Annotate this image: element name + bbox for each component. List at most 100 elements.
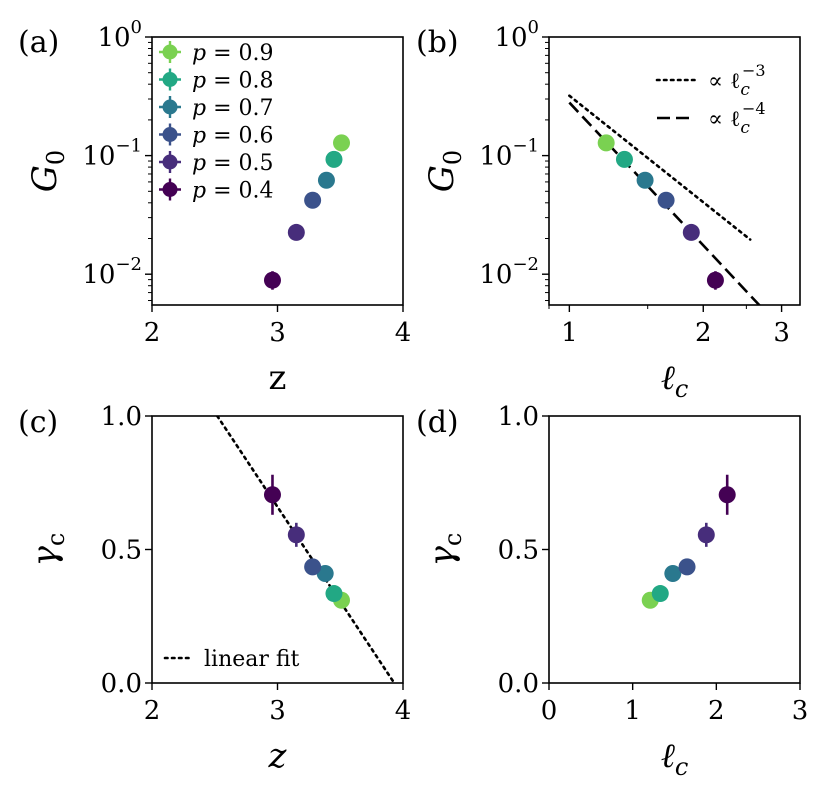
legend-label-sup: −4 bbox=[742, 99, 766, 118]
legend-eq: = bbox=[206, 124, 238, 149]
x-tick-label: 4 bbox=[395, 318, 412, 348]
y-tick-label: 0.5 bbox=[101, 536, 142, 566]
legend-value: 0.5 bbox=[239, 151, 274, 176]
y-axis-label-main: γ bbox=[422, 545, 462, 566]
panel-c: (c) 2 3 4 0.0 0.5 1.0 z γc linear fit bbox=[18, 402, 411, 776]
y-axis-label: G0 bbox=[422, 150, 467, 192]
y-tick-label: 10−2 bbox=[479, 254, 539, 290]
y-axis-label: γc bbox=[422, 533, 467, 567]
legend-value: 0.8 bbox=[239, 69, 274, 94]
y-tick-exponent: −2 bbox=[115, 254, 142, 275]
data-point-p0.7 bbox=[317, 171, 335, 189]
x-axis-label-sub: c bbox=[675, 375, 688, 403]
legend-entry-dotted: ∝ ℓc−3 bbox=[708, 61, 766, 100]
data-point-p0.7 bbox=[664, 565, 682, 583]
legend-value: 0.6 bbox=[239, 124, 274, 149]
x-tick-label: 3 bbox=[269, 318, 286, 348]
x-axis-label-main: ℓ bbox=[661, 736, 675, 776]
data-point-p0.6 bbox=[304, 191, 322, 209]
panel-label: (c) bbox=[18, 405, 58, 440]
y-tick-label: 10−1 bbox=[479, 136, 539, 172]
legend-var: p bbox=[192, 96, 206, 121]
plot-area bbox=[263, 134, 351, 290]
data-point-p0.8 bbox=[325, 150, 343, 168]
data-point-p0.9 bbox=[333, 134, 351, 152]
data-point-p0.7 bbox=[316, 565, 334, 583]
y-axis-label: γc bbox=[25, 533, 70, 567]
x-tick-label: 2 bbox=[144, 318, 161, 348]
legend-var: p bbox=[192, 179, 206, 204]
x-tick-label: 0 bbox=[541, 696, 558, 726]
panel-label: (a) bbox=[18, 25, 59, 60]
legend-eq: = bbox=[206, 69, 238, 94]
y-tick-label: 1.0 bbox=[101, 402, 142, 432]
plot-area bbox=[215, 416, 396, 683]
x-axis-label: z bbox=[269, 358, 287, 398]
x-tick-label: 4 bbox=[395, 696, 412, 726]
x-axis-label-main: ℓ bbox=[661, 358, 675, 398]
panel-label: (d) bbox=[416, 405, 459, 440]
legend-entry-p0.9: p = 0.9 bbox=[192, 41, 274, 66]
x-tick-label: 1 bbox=[624, 696, 641, 726]
x-tick-label: 1 bbox=[561, 318, 578, 348]
legend-value: 0.7 bbox=[239, 96, 274, 121]
y-axis-label-sub: c bbox=[42, 533, 70, 546]
legend-var: p bbox=[192, 124, 206, 149]
axes-frame bbox=[151, 415, 404, 684]
legend-eq: = bbox=[206, 41, 238, 66]
y-axis-label-main: G bbox=[25, 165, 65, 192]
y-axis-label: G0 bbox=[25, 150, 70, 192]
legend-eq: = bbox=[206, 179, 238, 204]
legend-marker-dot bbox=[162, 72, 178, 87]
x-axis-label-sub: c bbox=[675, 753, 688, 781]
data-point-p0.8 bbox=[615, 150, 633, 168]
y-tick-exponent: 0 bbox=[131, 17, 142, 38]
legend-label-sub: c bbox=[740, 80, 750, 100]
x-tick-label: 3 bbox=[269, 696, 286, 726]
legend-entry-p0.6: p = 0.6 bbox=[192, 124, 274, 149]
data-point-p0.4 bbox=[263, 271, 281, 289]
x-axis-label: ℓc bbox=[661, 358, 689, 403]
legend-var: p bbox=[192, 69, 206, 94]
y-axis-label-sub: c bbox=[439, 533, 467, 546]
data-point-p0.5 bbox=[287, 526, 305, 544]
legend-entry-p0.7: p = 0.7 bbox=[192, 96, 274, 121]
y-tick-base: 10 bbox=[82, 142, 115, 172]
reference-line-dotted bbox=[215, 416, 396, 683]
x-axis-label: z bbox=[268, 736, 288, 776]
legend-entry-linear-fit: linear fit bbox=[204, 647, 300, 672]
data-point-p0.5 bbox=[697, 526, 715, 544]
legend-entry-p0.8: p = 0.8 bbox=[192, 69, 274, 94]
y-axis-label-main: G bbox=[422, 165, 462, 192]
data-point-p0.6 bbox=[657, 191, 675, 209]
y-tick-exponent: −1 bbox=[115, 136, 142, 157]
legend-entry-p0.4: p = 0.4 bbox=[192, 179, 274, 204]
y-axis-label-sub: 0 bbox=[42, 150, 70, 165]
reference-line-dotted bbox=[568, 94, 752, 241]
legend-label-sup: −3 bbox=[742, 61, 766, 80]
y-tick-base: 10 bbox=[479, 142, 512, 172]
legend-eq: = bbox=[206, 151, 238, 176]
legend-eq: = bbox=[206, 96, 238, 121]
y-tick-exponent: 0 bbox=[528, 17, 539, 38]
x-tick-label: 2 bbox=[708, 696, 725, 726]
axes-frame bbox=[151, 36, 404, 306]
y-tick-label: 100 bbox=[494, 17, 539, 53]
legend-var: p bbox=[192, 41, 206, 66]
data-point-p0.5 bbox=[287, 223, 305, 241]
x-tick-label: 2 bbox=[144, 696, 161, 726]
y-tick-label: 100 bbox=[97, 17, 142, 53]
y-tick-label: 0.0 bbox=[498, 669, 539, 699]
y-tick-base: 10 bbox=[82, 260, 115, 290]
legend-var: p bbox=[192, 151, 206, 176]
x-tick-label: 3 bbox=[792, 696, 809, 726]
data-point-p0.7 bbox=[636, 171, 654, 189]
legend-marker-dot bbox=[162, 182, 178, 197]
x-axis-label-main: z bbox=[269, 358, 287, 398]
axes-frame bbox=[548, 36, 801, 306]
y-axis-label-sub: 0 bbox=[439, 150, 467, 165]
